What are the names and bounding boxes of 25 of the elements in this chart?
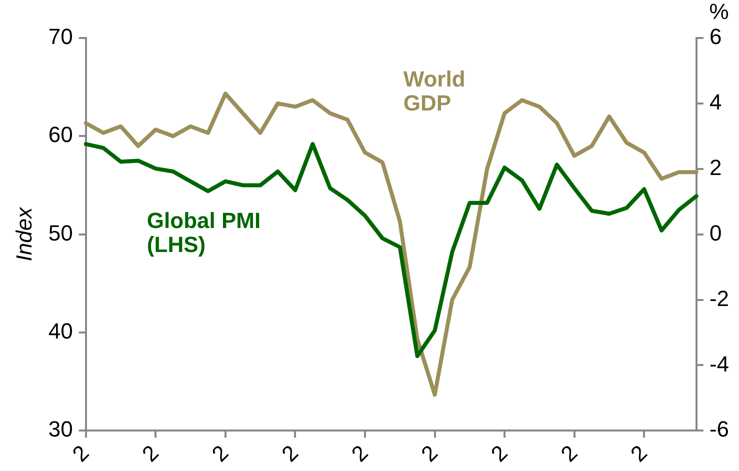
y2-tick-label: 6 [709, 24, 722, 50]
x-tick-label: 2 [486, 440, 512, 466]
y-tick-label: 30 [48, 416, 73, 442]
y2-tick-label: -6 [709, 416, 729, 442]
y2-tick-label: -2 [709, 286, 729, 311]
y2-tick-label: 4 [709, 90, 722, 115]
x-tick-label: 2 [276, 440, 304, 466]
y2-axis-title: % [709, 0, 729, 24]
x-tick-label: 2 [346, 440, 373, 466]
x-tick-label: 2 [206, 440, 234, 466]
series-label: World GDP [403, 66, 466, 116]
y2-tick-label: 0 [709, 220, 722, 246]
series-label: Global PMI (LHS) [146, 208, 261, 257]
x-tick-label: 2 [556, 440, 582, 466]
y2-tick-label: -4 [709, 351, 729, 376]
y-tick-label: 60 [48, 122, 73, 148]
x-tick-label: 2 [416, 440, 443, 466]
y-axis-title: Index [11, 206, 36, 262]
y2-tick-label: 2 [709, 154, 722, 180]
y-tick-label: 40 [48, 318, 73, 344]
x-tick-label: 2 [67, 440, 94, 466]
y-tick-label: 70 [48, 24, 73, 50]
x-tick-label: 2 [137, 440, 164, 466]
x-tick-label: 2 [626, 440, 652, 466]
y-tick-label: 50 [48, 220, 73, 246]
